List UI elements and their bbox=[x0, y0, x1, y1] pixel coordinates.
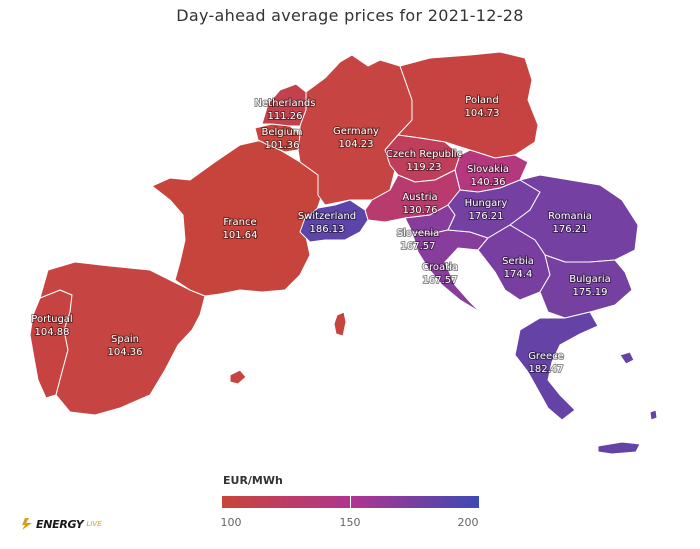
label-germany-name: Germany bbox=[333, 126, 379, 137]
label-france-value: 101.64 bbox=[223, 230, 258, 241]
label-netherlands-name: Netherlands bbox=[255, 98, 316, 109]
island-corsica bbox=[333, 311, 347, 337]
label-switzerland-value: 186.13 bbox=[310, 224, 345, 235]
island-lesbos bbox=[619, 351, 635, 365]
label-austria-value: 130.76 bbox=[403, 205, 438, 216]
legend-divider bbox=[350, 496, 351, 508]
map-title: Day-ahead average prices for 2021-12-28 bbox=[176, 6, 524, 25]
label-portugal-value: 104.88 bbox=[35, 327, 70, 338]
label-portugal-name: Portugal bbox=[31, 314, 72, 325]
country-spain[interactable] bbox=[39, 261, 206, 416]
legend-tick-max: 200 bbox=[457, 516, 479, 529]
label-bulgaria-name: Bulgaria bbox=[569, 274, 610, 285]
logo-text: ENERGY bbox=[36, 517, 84, 531]
label-austria-name: Austria bbox=[402, 192, 437, 203]
lightning-icon bbox=[20, 518, 32, 530]
label-slovenia-value: 167.57 bbox=[401, 241, 436, 252]
label-poland-value: 104.73 bbox=[465, 108, 500, 119]
label-belgium-value: 101.36 bbox=[265, 140, 300, 151]
label-greece-value: 182.47 bbox=[529, 364, 564, 375]
label-romania-name: Romania bbox=[548, 211, 592, 222]
label-bulgaria-value: 175.19 bbox=[573, 287, 608, 298]
country-bulgaria[interactable] bbox=[539, 254, 633, 319]
label-slovakia-value: 140.36 bbox=[471, 177, 506, 188]
label-hungary-value: 176.21 bbox=[469, 211, 504, 222]
label-germany-value: 104.23 bbox=[339, 139, 374, 150]
label-czech-republic-value: 119.23 bbox=[407, 162, 442, 173]
label-spain-name: Spain bbox=[111, 334, 139, 345]
label-greece-name: Greece bbox=[528, 351, 564, 362]
island-balearic bbox=[229, 369, 247, 385]
island-rhodes bbox=[649, 409, 658, 421]
label-belgium-name: Belgium bbox=[262, 127, 303, 138]
country-greece[interactable] bbox=[514, 311, 599, 421]
label-hungary-name: Hungary bbox=[465, 198, 508, 209]
label-netherlands-value: 111.26 bbox=[268, 111, 303, 122]
country-switzerland[interactable] bbox=[299, 199, 369, 243]
island-crete bbox=[597, 441, 641, 455]
label-croatia-value: 167.57 bbox=[423, 275, 458, 286]
label-serbia-value: 174.4 bbox=[504, 269, 533, 280]
label-czech-republic-name: Czech Republic bbox=[386, 149, 462, 160]
label-switzerland-name: Switzerland bbox=[298, 211, 356, 222]
country-france[interactable] bbox=[151, 139, 323, 297]
energy-live-logo: ENERGY LIVE bbox=[18, 514, 102, 534]
label-poland-name: Poland bbox=[465, 95, 498, 106]
legend-tick-min: 100 bbox=[220, 516, 242, 529]
label-croatia-name: Croatia bbox=[422, 262, 458, 273]
label-slovakia-name: Slovakia bbox=[467, 164, 509, 175]
country-austria[interactable] bbox=[364, 169, 461, 223]
legend-title: EUR/MWh bbox=[223, 474, 283, 487]
logo-sub: LIVE bbox=[86, 520, 102, 528]
label-slovenia-name: Slovenia bbox=[397, 228, 440, 239]
label-romania-value: 176.21 bbox=[553, 224, 588, 235]
label-spain-value: 104.36 bbox=[108, 347, 143, 358]
label-serbia-name: Serbia bbox=[502, 256, 534, 267]
legend-tick-mid: 150 bbox=[339, 516, 361, 529]
label-france-name: France bbox=[223, 217, 256, 228]
